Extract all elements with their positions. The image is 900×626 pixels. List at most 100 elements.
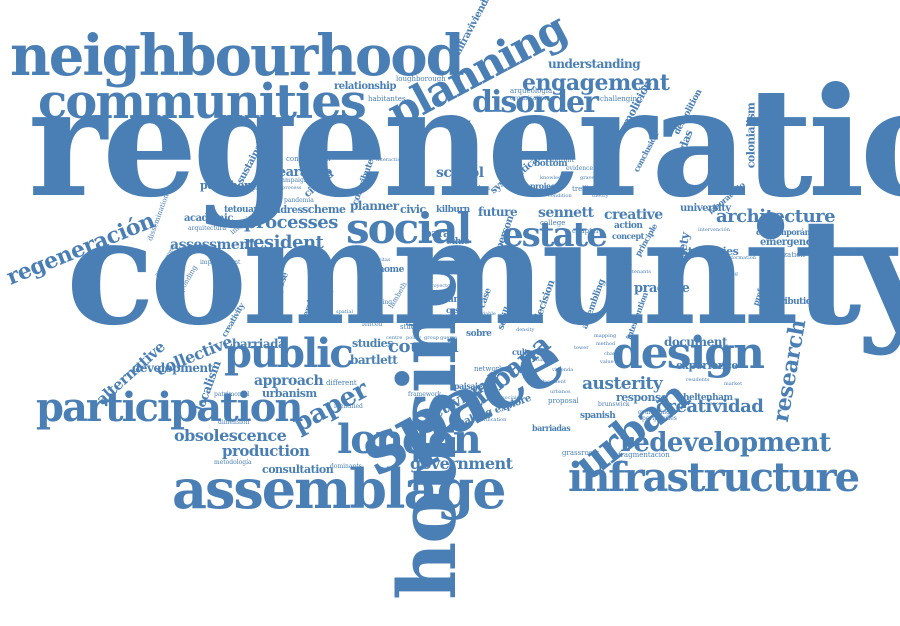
word-gentrification: gentrification bbox=[472, 417, 507, 423]
word-urban-small: urban bbox=[472, 185, 491, 192]
word-assessment: assessment bbox=[170, 237, 255, 253]
word-place: place bbox=[320, 289, 334, 295]
word-academic: academic bbox=[184, 213, 233, 224]
word-improvement: improvement bbox=[200, 259, 241, 266]
word-response: response bbox=[616, 391, 668, 404]
word-thinking: thinking bbox=[436, 117, 471, 127]
word-paisaje: paisaje bbox=[454, 381, 483, 391]
word-barriadas: barriadas bbox=[532, 423, 571, 433]
word-university: university bbox=[680, 203, 731, 214]
word-future: future bbox=[478, 205, 518, 219]
word-dominants: dominants bbox=[330, 463, 362, 470]
word-architecture: architecture bbox=[716, 206, 836, 227]
word-understanding: understanding bbox=[548, 57, 641, 71]
word-processes: processes bbox=[244, 212, 338, 233]
word-neighbourhood: neighbourhood bbox=[10, 23, 465, 89]
word-london: london bbox=[337, 416, 482, 463]
word-participation: participation bbox=[36, 384, 304, 431]
word-approach: approach bbox=[254, 373, 324, 389]
word-brunswick: brunswick bbox=[598, 401, 630, 408]
word-market: market bbox=[724, 381, 743, 387]
word-arqueologia: arqueología bbox=[510, 87, 553, 95]
word-identified: identified bbox=[334, 403, 363, 410]
word-residents: residents bbox=[686, 377, 710, 383]
word-sobre: sobre bbox=[466, 329, 492, 339]
word-urbanism: urbanism bbox=[262, 387, 317, 400]
word-sennett: sennett bbox=[538, 205, 594, 221]
word-density: density bbox=[516, 327, 535, 333]
word-challenging: challenging bbox=[600, 95, 642, 103]
word-campaign: campaign bbox=[278, 177, 308, 184]
word-framework: framework bbox=[408, 391, 442, 398]
word-planner: planner bbox=[350, 199, 399, 213]
word-tower: tower bbox=[574, 345, 589, 351]
word-document: document bbox=[664, 335, 728, 349]
word-college: college bbox=[540, 219, 566, 227]
word-chapter: chapter bbox=[572, 227, 600, 235]
word-mapping: mapping bbox=[594, 333, 617, 339]
word-displacement: displacement bbox=[532, 379, 566, 385]
word-peripheries: peripheries bbox=[642, 415, 677, 422]
word-obsolescence: obsolescence bbox=[174, 426, 287, 445]
word-cultural: cultural bbox=[512, 347, 544, 357]
word-intervencion: intervención bbox=[698, 227, 730, 233]
word-action: action bbox=[614, 221, 643, 231]
word-context: context bbox=[548, 249, 567, 255]
word-spanish: spanish bbox=[580, 411, 616, 421]
word-periphery: periphery bbox=[200, 179, 256, 192]
word-change: change bbox=[604, 351, 623, 357]
word-barrio: barrio bbox=[536, 357, 552, 363]
word-heritage: heritage bbox=[412, 275, 434, 281]
word-sociales: sociales bbox=[502, 395, 523, 401]
word-social-small: social bbox=[444, 185, 462, 192]
word-cheltenham: cheltenham bbox=[678, 393, 733, 403]
word-creative: creative bbox=[604, 207, 663, 223]
word-barriada: barriada bbox=[232, 337, 286, 351]
word-fragmentacion: fragmentación bbox=[618, 451, 670, 459]
word-interaction: interaction bbox=[376, 157, 404, 163]
word-depending: depending bbox=[360, 299, 393, 306]
word-clearance: clearance bbox=[266, 165, 332, 180]
word-trellick: trellick bbox=[572, 185, 598, 193]
word-theory: theory bbox=[592, 193, 609, 199]
word-studio: studio bbox=[400, 315, 425, 325]
word-caso: caso bbox=[446, 305, 464, 315]
word-emergence: emergence bbox=[760, 237, 818, 248]
word-kilburn: kilburn bbox=[436, 205, 470, 215]
word-infrastructure: infrastructure bbox=[568, 454, 860, 501]
word-resident: resident bbox=[244, 232, 324, 253]
word-transformation: transformation bbox=[718, 255, 756, 261]
word-artist: artist bbox=[448, 295, 473, 305]
word-communities: communities bbox=[38, 74, 367, 130]
word-retrofit: retrofit bbox=[552, 157, 574, 164]
word-knowledge: knowledge bbox=[540, 175, 568, 181]
word-arquitectura: arquitectura bbox=[188, 225, 227, 232]
word-centre: centre bbox=[386, 335, 403, 341]
word-scheme: scheme bbox=[302, 203, 346, 216]
word-consultation: consultation bbox=[262, 463, 334, 476]
word-gravelle: gravelle bbox=[580, 175, 601, 181]
word-assemblage: assemblage bbox=[172, 457, 507, 521]
word-patrimonial: patrimonial bbox=[214, 391, 250, 398]
word-dimension: dimension bbox=[218, 419, 250, 426]
word-design: design bbox=[612, 328, 765, 379]
word-development: development bbox=[132, 361, 213, 375]
word-government: government bbox=[410, 454, 513, 473]
word-para: para bbox=[424, 227, 450, 240]
word-vivienda: vivienda bbox=[552, 367, 574, 373]
word-colonialism: colonialism bbox=[744, 102, 758, 169]
word-regeneration: regeneration bbox=[28, 55, 900, 231]
word-engagement: engagement bbox=[522, 70, 670, 96]
word-redevelopment: redevelopment bbox=[620, 428, 831, 458]
word-proposal: proposal bbox=[548, 397, 579, 405]
word-project: project bbox=[530, 181, 559, 191]
word-spatial: spatial bbox=[336, 309, 353, 315]
word-proyecto: proyecto bbox=[428, 283, 451, 289]
word-experience: experience bbox=[676, 359, 738, 372]
word-producing: producing bbox=[252, 185, 284, 192]
word-loughborough: loughborough bbox=[396, 75, 446, 83]
word-ethic: ethic bbox=[446, 237, 469, 247]
word-local: local bbox=[620, 261, 632, 267]
word-pandemia: pandemia bbox=[284, 197, 314, 204]
